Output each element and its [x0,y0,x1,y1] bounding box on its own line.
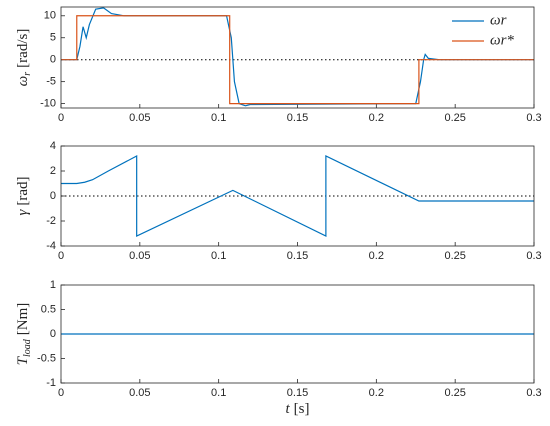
y-axis-label: γ [rad] [15,176,31,215]
y-label-subscript: load [22,338,33,357]
x-tick-label: 0 [58,387,64,399]
x-label-unit: [s] [294,401,310,417]
x-tick-label: 0.2 [369,250,384,262]
x-tick-label: 0.05 [129,387,150,399]
y-tick-label: 0 [50,190,56,202]
x-tick-label: 0.15 [287,112,308,124]
data-line [61,155,534,237]
y-tick-label: -4 [46,240,56,252]
x-tick-label: 0 [58,112,64,124]
data-line [61,7,534,107]
axes-box [60,6,535,109]
x-tick-label: 0 [58,250,64,262]
x-tick-label: 0.25 [444,250,465,262]
y-label-unit: [Nm] [15,303,31,336]
x-tick-label: 0.2 [369,112,384,124]
x-tick-label: 0.05 [129,250,150,262]
y-label-symbol: T [15,355,31,365]
x-tick-label: 0.1 [211,112,226,124]
y-label-symbol: γ [15,209,31,216]
legend-box [448,10,530,54]
data-line [61,15,534,105]
y-label-subscript: r [22,72,33,76]
x-tick-label: 0.05 [129,112,150,124]
x-tick-label: 0.3 [526,250,541,262]
y-tick-label: 2 [50,165,56,177]
x-tick-label: 0.2 [369,387,384,399]
x-tick-label: 0.15 [287,387,308,399]
y-label-unit: [rad] [15,176,31,205]
x-axis-label: t [s] [286,401,310,417]
x-tick-label: 0.1 [211,387,226,399]
axes-box [60,284,535,384]
y-axis-label: Tload [Nm] [15,303,33,366]
y-tick-label: 1 [50,279,56,291]
y-axis-label: ωr [rad/s] [15,29,33,87]
y-tick-label: 0 [50,328,56,340]
y-tick-label: -1 [46,377,56,389]
y-tick-label: -10 [40,98,56,110]
y-tick-label: 10 [44,10,56,22]
x-tick-label: 0.1 [211,250,226,262]
legend-label: ωr* [490,32,514,48]
y-tick-label: 4 [50,140,56,152]
x-label-symbol: t [286,401,291,417]
x-tick-label: 0.15 [287,250,308,262]
x-tick-label: 0.3 [526,387,541,399]
x-tick-label: 0.25 [444,112,465,124]
y-tick-label: -2 [46,215,56,227]
y-tick-label: 5 [50,32,56,44]
x-tick-label: 0.25 [444,387,465,399]
y-tick-label: -5 [46,76,56,88]
y-label-symbol: ω [15,76,31,87]
axes-box [60,145,535,247]
x-tick-label: 0.3 [526,112,541,124]
y-tick-label: 0.5 [41,303,56,315]
y-tick-label: 0 [50,54,56,66]
y-label-unit: [rad/s] [15,29,31,68]
y-tick-label: -0.5 [37,352,56,364]
legend-label: ωr [490,12,507,28]
